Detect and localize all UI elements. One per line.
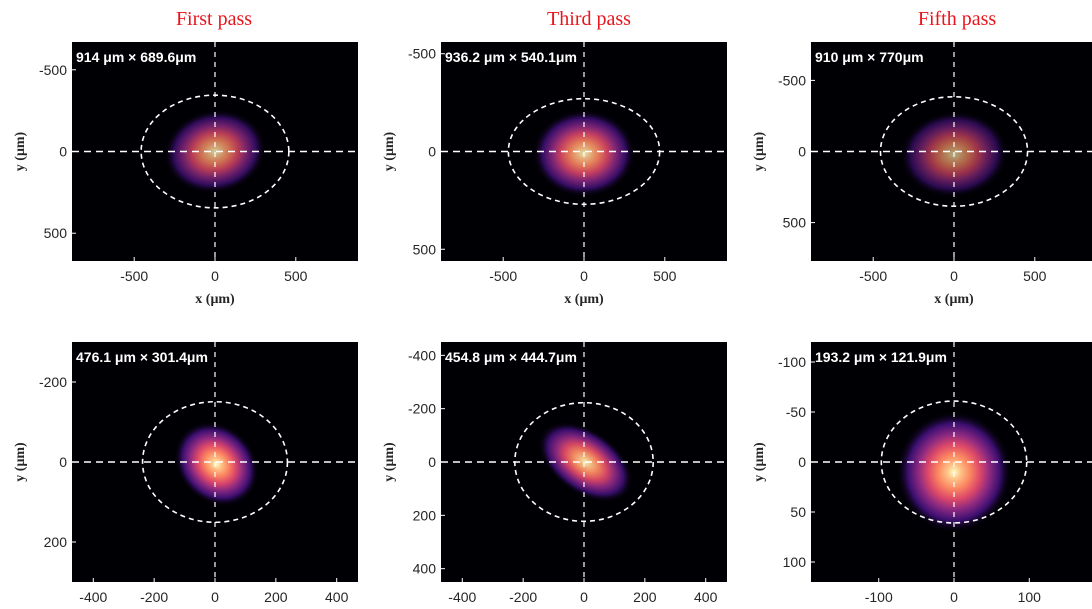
beam-size-label: 454.8 μm × 444.7μm xyxy=(445,349,577,365)
heatmap-panel: 914 μm × 689.6μm -500 0 500 -500 0 500 x (μm) y … xyxy=(13,42,358,307)
heatmap-image xyxy=(72,342,358,582)
x-tick-label: 400 xyxy=(325,589,349,605)
x-tick-label: -500 xyxy=(120,268,148,284)
y-tick-label: 0 xyxy=(59,454,67,470)
x-tick-label: -200 xyxy=(509,589,537,605)
heatmap-panel: 476.1 μm × 301.4μm -400 -200 0 200 400 -200 0 20… xyxy=(13,342,358,605)
y-tick-label: 200 xyxy=(44,534,68,550)
column-title: First pass xyxy=(176,8,252,30)
y-tick-label: -50 xyxy=(786,404,806,420)
y-tick-label: 0 xyxy=(798,144,806,160)
y-tick-label: 0 xyxy=(428,454,436,470)
heatmap-panel: 454.8 μm × 444.7μm -400 -200 0 200 400 -400 -20… xyxy=(382,342,727,605)
x-tick-label: 0 xyxy=(580,268,588,284)
beam-size-label: 914 μm × 689.6μm xyxy=(76,49,196,65)
x-tick-label: 0 xyxy=(950,268,958,284)
heatmap-panel: 936.2 μm × 540.1μm -500 0 500 -500 0 500 x (μm)… xyxy=(382,42,727,307)
x-axis-label: x (μm) xyxy=(195,292,235,307)
y-tick-label: 0 xyxy=(428,144,436,160)
y-tick-label: -500 xyxy=(39,62,67,78)
y-tick-label: 50 xyxy=(790,504,806,520)
x-tick-label: 200 xyxy=(264,589,288,605)
beam-size-label: 936.2 μm × 540.1μm xyxy=(445,49,577,65)
x-tick-label: -200 xyxy=(140,589,168,605)
beam-size-label: 193.2 μm × 121.9μm xyxy=(815,349,947,365)
y-tick-label: 0 xyxy=(59,144,67,160)
x-axis-label: x (μm) xyxy=(564,292,604,307)
beam-size-label: 476.1 μm × 301.4μm xyxy=(76,349,208,365)
y-axis-label: y (μm) xyxy=(382,131,397,171)
beam-width-ellipse xyxy=(507,97,661,206)
x-tick-label: -400 xyxy=(448,589,476,605)
column-title: Third pass xyxy=(547,8,631,30)
column-title: Fifth pass xyxy=(918,8,997,30)
x-tick-label: 100 xyxy=(1018,589,1042,605)
y-tick-label: -100 xyxy=(778,354,806,370)
heatmap-image xyxy=(811,42,1092,261)
beam-width-ellipse xyxy=(879,95,1029,208)
x-tick-label: -400 xyxy=(79,589,107,605)
y-axis-label: y (μm) xyxy=(382,442,397,482)
y-axis-label: y (μm) xyxy=(13,442,28,482)
beam-width-ellipse xyxy=(140,94,290,209)
y-tick-label: -200 xyxy=(39,374,67,390)
y-tick-label: 500 xyxy=(44,225,68,241)
y-axis-label: y (μm) xyxy=(752,442,767,482)
x-tick-label: 400 xyxy=(694,589,718,605)
heatmap-panel: 910 μm × 770μm -500 0 500 -500 0 500 x (μm) y (μ… xyxy=(752,42,1092,307)
heatmap-image xyxy=(441,342,727,582)
x-tick-label: 200 xyxy=(633,589,657,605)
y-tick-label: 200 xyxy=(413,507,437,523)
x-tick-label: 500 xyxy=(1023,268,1047,284)
y-tick-label: -500 xyxy=(778,72,806,88)
beam-intensity xyxy=(174,421,260,507)
y-tick-label: 100 xyxy=(783,554,807,570)
heatmap-image xyxy=(811,342,1092,582)
x-tick-label: 0 xyxy=(950,589,958,605)
y-tick-label: -200 xyxy=(408,401,436,417)
beam-intensity xyxy=(163,109,267,194)
x-tick-label: -100 xyxy=(865,589,893,605)
y-tick-label: 0 xyxy=(798,454,806,470)
x-tick-label: 500 xyxy=(284,268,308,284)
heatmap-image xyxy=(441,42,727,261)
y-axis-label: y (μm) xyxy=(752,131,767,171)
y-tick-label: 500 xyxy=(783,215,807,231)
y-tick-label: -400 xyxy=(408,347,436,363)
beam-width-ellipse xyxy=(880,400,1028,524)
column-titles: First pass Third pass Fifth pass xyxy=(176,8,996,30)
y-tick-label: -500 xyxy=(408,46,436,62)
heatmap-image xyxy=(72,42,358,261)
y-tick-label: 400 xyxy=(413,561,437,577)
beam-width-ellipse xyxy=(141,400,289,524)
x-tick-label: 0 xyxy=(580,589,588,605)
x-tick-label: 0 xyxy=(211,589,219,605)
y-tick-label: 500 xyxy=(413,241,437,257)
x-tick-label: 500 xyxy=(653,268,677,284)
heatmap-panel: 193.2 μm × 121.9μm-1000100-100-50050100x… xyxy=(752,342,1092,605)
x-tick-label: 0 xyxy=(211,268,219,284)
x-tick-label: -500 xyxy=(859,268,887,284)
x-tick-label: -500 xyxy=(489,268,517,284)
x-axis-label: x (μm) xyxy=(934,292,974,307)
beam-width-ellipse xyxy=(514,401,654,523)
y-axis-label: y (μm) xyxy=(13,131,28,171)
beam-size-label: 910 μm × 770μm xyxy=(815,49,924,65)
